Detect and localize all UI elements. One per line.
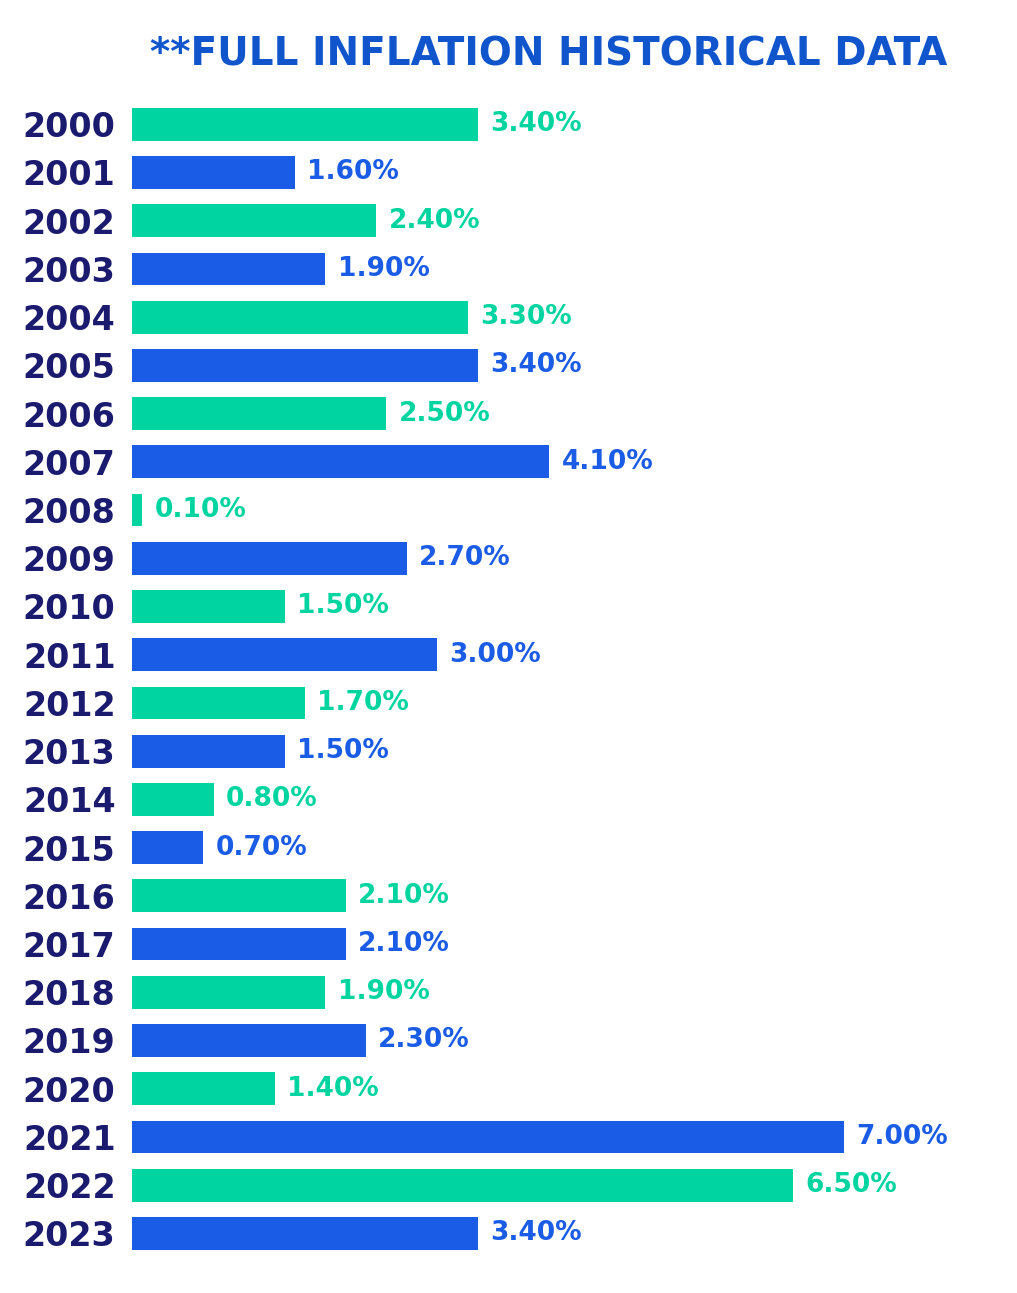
Title: **FULL INFLATION HISTORICAL DATA: **FULL INFLATION HISTORICAL DATA bbox=[151, 35, 948, 74]
Text: 1.50%: 1.50% bbox=[297, 738, 388, 764]
Text: 2.30%: 2.30% bbox=[378, 1028, 470, 1054]
Text: 0.80%: 0.80% bbox=[226, 786, 317, 812]
Text: 3.40%: 3.40% bbox=[490, 111, 582, 137]
Bar bbox=[132, 831, 203, 864]
Bar bbox=[132, 349, 478, 381]
Text: 1.90%: 1.90% bbox=[338, 979, 429, 1005]
Text: 1.40%: 1.40% bbox=[287, 1076, 378, 1102]
Bar bbox=[132, 976, 325, 1009]
Bar bbox=[132, 156, 295, 189]
Text: 7.00%: 7.00% bbox=[856, 1124, 948, 1149]
Bar bbox=[132, 590, 285, 623]
Text: 3.40%: 3.40% bbox=[490, 353, 582, 379]
Bar bbox=[132, 734, 285, 768]
Bar bbox=[132, 397, 386, 431]
Bar bbox=[132, 1217, 478, 1250]
Bar bbox=[132, 107, 478, 141]
Bar bbox=[132, 204, 376, 237]
Text: 1.90%: 1.90% bbox=[338, 256, 429, 282]
Bar bbox=[132, 687, 305, 719]
Bar bbox=[132, 1121, 844, 1153]
Text: 2.10%: 2.10% bbox=[358, 883, 450, 909]
Bar bbox=[132, 252, 325, 286]
Text: 2.10%: 2.10% bbox=[358, 931, 450, 957]
Text: 4.10%: 4.10% bbox=[561, 449, 653, 475]
Bar bbox=[132, 639, 437, 671]
Text: 3.00%: 3.00% bbox=[450, 641, 541, 667]
Text: 2.50%: 2.50% bbox=[399, 401, 490, 427]
Text: 6.50%: 6.50% bbox=[805, 1173, 897, 1199]
Text: 0.10%: 0.10% bbox=[155, 497, 246, 524]
Bar bbox=[132, 1024, 366, 1056]
Text: 3.30%: 3.30% bbox=[480, 304, 572, 330]
Bar bbox=[132, 927, 346, 961]
Text: 1.60%: 1.60% bbox=[307, 159, 399, 185]
Bar bbox=[132, 784, 214, 816]
Bar bbox=[132, 1072, 275, 1106]
Text: 2.40%: 2.40% bbox=[388, 208, 480, 234]
Text: 2.70%: 2.70% bbox=[419, 546, 511, 572]
Bar bbox=[132, 879, 346, 913]
Bar bbox=[132, 301, 468, 334]
Text: 1.50%: 1.50% bbox=[297, 593, 388, 619]
Bar bbox=[132, 1169, 793, 1201]
Text: 3.40%: 3.40% bbox=[490, 1221, 582, 1246]
Bar bbox=[132, 445, 549, 478]
Bar bbox=[132, 542, 407, 574]
Text: 1.70%: 1.70% bbox=[317, 690, 409, 716]
Text: 0.70%: 0.70% bbox=[216, 834, 307, 861]
Bar bbox=[132, 494, 142, 526]
